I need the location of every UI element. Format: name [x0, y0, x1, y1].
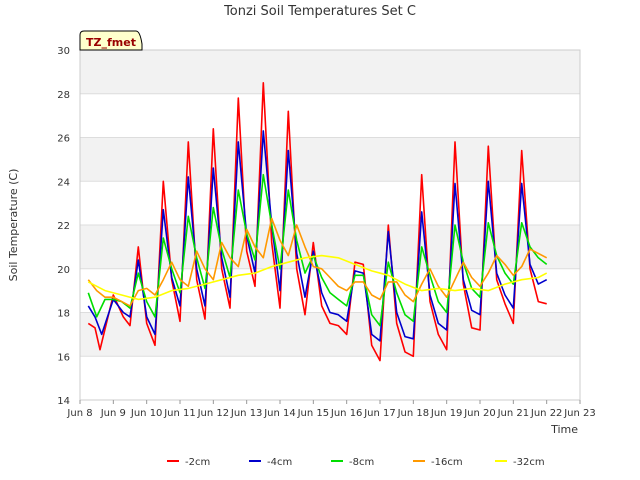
annotation-badge-shape [79, 30, 143, 51]
y-tick-label: 18 [57, 309, 70, 320]
x-tick-label: Jun 19 [430, 408, 463, 419]
series-line-8cm [87, 173, 548, 327]
x-tick-label: Jun 21 [497, 408, 530, 419]
plot-band [80, 181, 580, 225]
plot-band [80, 312, 580, 357]
x-tick-label: Jun 20 [463, 408, 496, 419]
x-tick-label: Jun 16 [330, 408, 363, 419]
series-line-4cm [87, 130, 548, 342]
plot-band [80, 356, 580, 400]
y-tick-label: 28 [57, 90, 70, 101]
plot-band [80, 137, 580, 182]
plot-band [80, 93, 580, 138]
y-tick-label: 30 [57, 46, 70, 57]
x-axis-label: Time [550, 423, 578, 436]
y-axis-label: Soil Temperature (C) [7, 169, 20, 282]
x-tick-label: Jun 23 [563, 408, 596, 419]
y-tick-label: 26 [57, 134, 70, 145]
x-tick-label: Jun 10 [130, 408, 163, 419]
x-tick-label: Jun 8 [66, 408, 92, 419]
axes [79, 49, 581, 401]
y-tick-label: 16 [57, 352, 70, 363]
y-tick-label: 20 [57, 265, 70, 276]
legend-label: -8cm [349, 457, 374, 468]
legend-label: -4cm [267, 457, 292, 468]
y-tick-label: 22 [57, 221, 70, 232]
annotation-label: TZ_fmet [86, 36, 136, 49]
annotation-badge: TZ_fmet [79, 30, 143, 51]
legend-label: -32cm [513, 457, 545, 468]
x-tick-label: Jun 17 [363, 408, 396, 419]
tick-labels: 14 16 18 20 22 24 26 28 30 Jun 8 Jun 9 Jun 10 Jun 11… [57, 46, 596, 419]
legend-label: -16cm [431, 457, 463, 468]
x-tick-label: Jun 12 [197, 408, 230, 419]
series-line-32cm [87, 254, 548, 301]
x-tick-label: Jun 22 [530, 408, 563, 419]
plot-band [80, 225, 580, 269]
legend-label: -2cm [185, 457, 210, 468]
y-tick-label: 24 [57, 177, 70, 188]
plot-band [80, 50, 580, 94]
series-line-16cm [87, 217, 548, 307]
x-tick-label: Jun 18 [397, 408, 430, 419]
x-tick-label: Jun 14 [263, 408, 296, 419]
x-tick-label: Jun 13 [230, 408, 263, 419]
legend: -2cm -4cm -8cm -16cm -32cm [167, 457, 545, 468]
plot-band [80, 268, 580, 313]
x-tick-label: Jun 9 [100, 408, 126, 419]
x-tick-label: Jun 11 [163, 408, 196, 419]
x-tick-label: Jun 15 [297, 408, 330, 419]
chart-title: Tonzi Soil Temperatures Set C [223, 4, 416, 19]
plot-frame [79, 49, 581, 401]
series-lines [87, 82, 548, 362]
y-tick-label: 14 [57, 396, 70, 407]
